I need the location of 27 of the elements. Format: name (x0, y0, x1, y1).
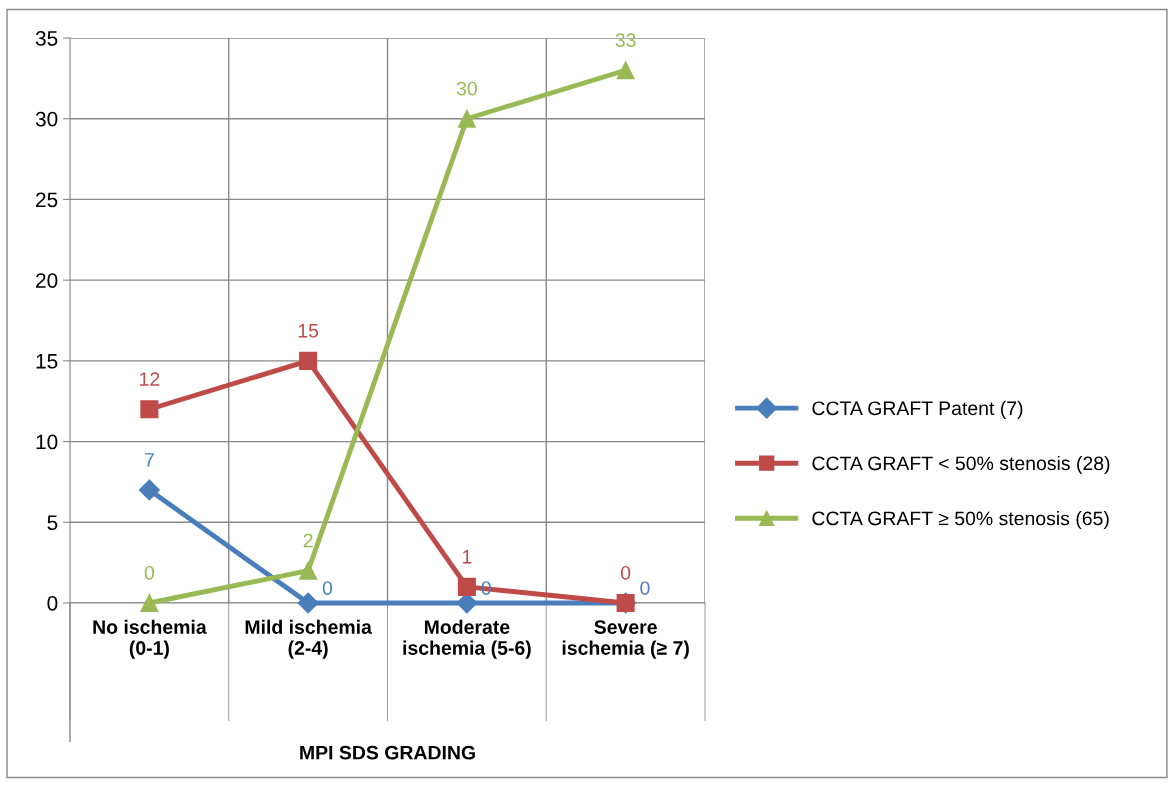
data-label: 15 (298, 324, 319, 338)
data-label: 30 (456, 81, 477, 96)
data-label: 33 (615, 33, 636, 47)
x-tick-label: Moderate ischemia (5-6) (403, 619, 531, 659)
legend-label: CCTA GRAFT ≥ 50% stenosis (65) (812, 511, 1109, 530)
legend-label: CCTA GRAFT Patent (7) (812, 400, 1023, 419)
y-tick-label: 0 (47, 596, 58, 611)
data-label: 0 (640, 581, 650, 595)
data-label: 12 (140, 372, 160, 386)
y-tick-label: 5 (47, 515, 58, 531)
y-tick-label: 25 (36, 192, 58, 208)
x-tick-label: No ischemia (0-1) (93, 619, 207, 659)
y-tick-label: 15 (36, 354, 58, 369)
data-label: 1 (462, 550, 472, 564)
data-label: 7 (144, 453, 154, 467)
data-label: 0 (144, 565, 155, 580)
y-tick-label: 30 (35, 111, 58, 127)
legend-label: CCTA GRAFT < 50% stenosis (28) (812, 455, 1110, 475)
y-tick-label: 10 (36, 434, 58, 450)
x-tick-label: Mild ischemia (2-4) (245, 619, 373, 659)
x-axis-title: MPI SDS GRADING (300, 745, 475, 760)
x-tick-label: Severe ischemia (≥ 7) (562, 620, 689, 659)
y-tick-label: 35 (35, 31, 58, 46)
data-label: 0 (322, 581, 333, 595)
data-label: 2 (303, 533, 313, 548)
y-tick-label: 20 (36, 273, 58, 288)
data-label: 0 (620, 565, 631, 580)
